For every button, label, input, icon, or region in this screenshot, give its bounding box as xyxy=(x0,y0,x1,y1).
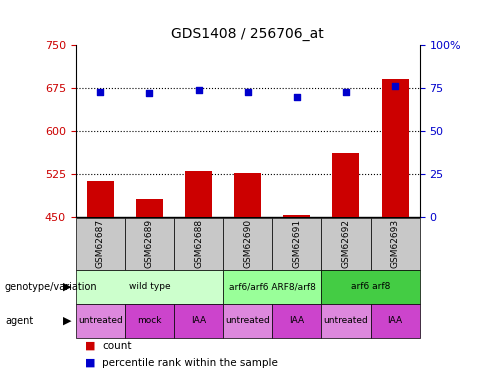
Text: IAA: IAA xyxy=(191,316,206,325)
Bar xyxy=(234,172,261,217)
Bar xyxy=(174,304,223,338)
Point xyxy=(96,88,104,94)
Bar xyxy=(223,217,272,270)
Text: GSM62689: GSM62689 xyxy=(145,219,154,268)
Title: GDS1408 / 256706_at: GDS1408 / 256706_at xyxy=(171,27,324,41)
Bar xyxy=(174,217,223,270)
Text: ■: ■ xyxy=(85,358,96,368)
Text: ■: ■ xyxy=(85,341,96,351)
Text: mock: mock xyxy=(137,316,162,325)
Bar xyxy=(125,217,174,270)
Text: untreated: untreated xyxy=(78,316,122,325)
Text: IAA: IAA xyxy=(289,316,305,325)
Point xyxy=(195,87,203,93)
Point xyxy=(145,90,153,96)
Text: agent: agent xyxy=(5,316,33,326)
Text: GSM62687: GSM62687 xyxy=(96,219,105,268)
Point xyxy=(391,83,399,89)
Point xyxy=(342,88,350,94)
Text: count: count xyxy=(102,341,132,351)
Bar xyxy=(322,217,370,270)
Text: GSM62693: GSM62693 xyxy=(390,219,400,268)
Bar xyxy=(370,217,420,270)
Bar xyxy=(136,198,163,217)
Text: arf6/arf6 ARF8/arf8: arf6/arf6 ARF8/arf8 xyxy=(229,282,316,291)
Point xyxy=(293,94,301,100)
Bar xyxy=(272,304,322,338)
Text: GSM62691: GSM62691 xyxy=(292,219,301,268)
Text: untreated: untreated xyxy=(324,316,368,325)
Bar xyxy=(370,304,420,338)
Bar xyxy=(76,304,125,338)
Text: untreated: untreated xyxy=(225,316,270,325)
Text: percentile rank within the sample: percentile rank within the sample xyxy=(102,358,278,368)
Point xyxy=(244,88,252,94)
Bar xyxy=(284,214,310,217)
Bar xyxy=(272,217,322,270)
Bar xyxy=(223,270,322,304)
Bar xyxy=(87,181,114,218)
Text: IAA: IAA xyxy=(387,316,403,325)
Text: arf6 arf8: arf6 arf8 xyxy=(351,282,390,291)
Text: genotype/variation: genotype/variation xyxy=(5,282,98,292)
Bar xyxy=(125,304,174,338)
Bar xyxy=(76,217,125,270)
Text: ▶: ▶ xyxy=(63,316,72,326)
Bar xyxy=(332,153,360,218)
Text: GSM62688: GSM62688 xyxy=(194,219,203,268)
Text: GSM62692: GSM62692 xyxy=(342,219,350,268)
Bar xyxy=(185,171,212,217)
Bar xyxy=(76,270,223,304)
Bar xyxy=(223,304,272,338)
Text: wild type: wild type xyxy=(128,282,170,291)
Text: GSM62690: GSM62690 xyxy=(243,219,252,268)
Bar xyxy=(322,270,420,304)
Text: ▶: ▶ xyxy=(63,282,72,292)
Bar xyxy=(322,304,370,338)
Bar xyxy=(382,80,408,218)
